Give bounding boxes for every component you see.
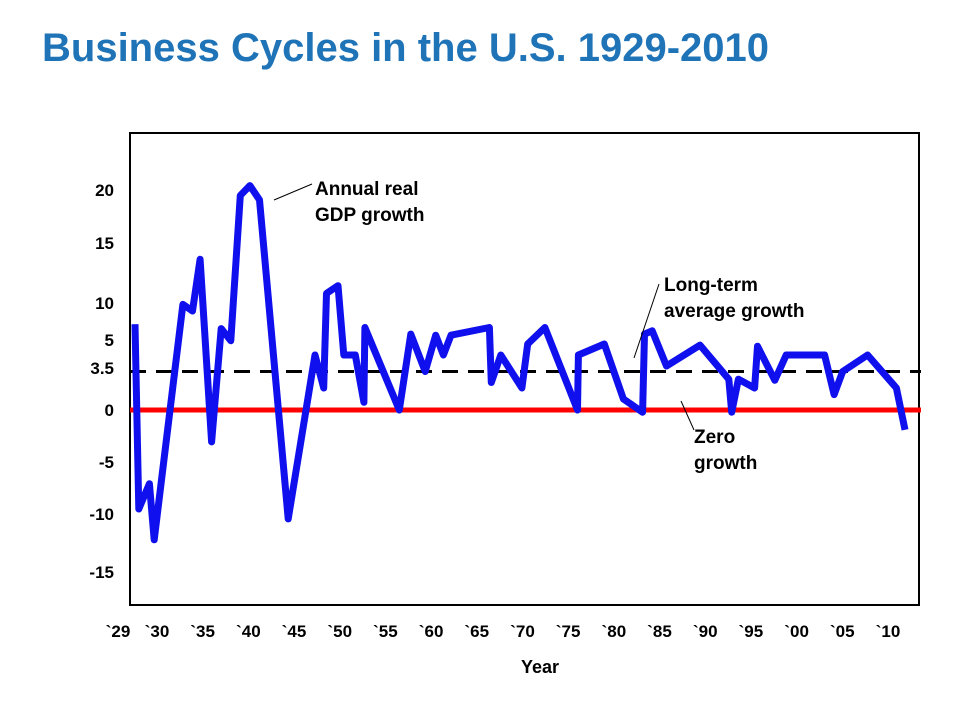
x-tick-label: `70 bbox=[510, 622, 535, 641]
x-tick-label: `30 bbox=[145, 622, 170, 641]
y-tick-label: -10 bbox=[89, 505, 114, 524]
y-tick-label: 0 bbox=[105, 401, 114, 420]
annotation-leader-line bbox=[273, 183, 313, 201]
annotation-text: average growth bbox=[664, 301, 804, 322]
annotation-text: GDP growth bbox=[315, 205, 424, 226]
annotation-text: Annual real bbox=[315, 179, 418, 200]
y-tick-label: 20 bbox=[95, 181, 114, 200]
x-tick-label: `75 bbox=[556, 622, 581, 641]
x-tick-label: `55 bbox=[373, 622, 398, 641]
annotation-text: Long-term bbox=[664, 275, 758, 296]
x-tick-label: `35 bbox=[190, 622, 215, 641]
y-tick-label: -5 bbox=[99, 453, 114, 472]
x-tick-label: `90 bbox=[693, 622, 718, 641]
x-tick-label: `60 bbox=[419, 622, 444, 641]
x-axis-label: Year bbox=[521, 657, 559, 677]
y-tick-label: 15 bbox=[95, 234, 114, 253]
x-tick-label: `65 bbox=[465, 622, 490, 641]
y-tick-label: 5 bbox=[105, 331, 114, 350]
x-tick-label: `80 bbox=[602, 622, 627, 641]
annotation-text: Zero bbox=[694, 427, 735, 448]
x-tick-label: `95 bbox=[739, 622, 764, 641]
x-tick-label: `40 bbox=[236, 622, 261, 641]
x-tick-label: `29 bbox=[106, 622, 131, 641]
slide-title: Business Cycles in the U.S. 1929-2010 bbox=[42, 26, 770, 70]
x-tick-label: `05 bbox=[830, 622, 855, 641]
annotation-text: growth bbox=[694, 453, 757, 474]
x-tick-label: `00 bbox=[784, 622, 809, 641]
x-tick-label: `45 bbox=[282, 622, 307, 641]
y-tick-label: -15 bbox=[89, 563, 114, 582]
annotation-leader-line bbox=[680, 400, 695, 431]
y-tick-label: 3.5 bbox=[90, 359, 114, 378]
annotation-leader-line bbox=[633, 283, 660, 359]
plot-area-frame bbox=[129, 132, 920, 606]
x-tick-label: `85 bbox=[647, 622, 672, 641]
gdp-growth-series-line bbox=[131, 182, 909, 544]
x-tick-label: `10 bbox=[876, 622, 901, 641]
x-tick-label: `50 bbox=[327, 622, 352, 641]
y-tick-label: 10 bbox=[95, 294, 114, 313]
